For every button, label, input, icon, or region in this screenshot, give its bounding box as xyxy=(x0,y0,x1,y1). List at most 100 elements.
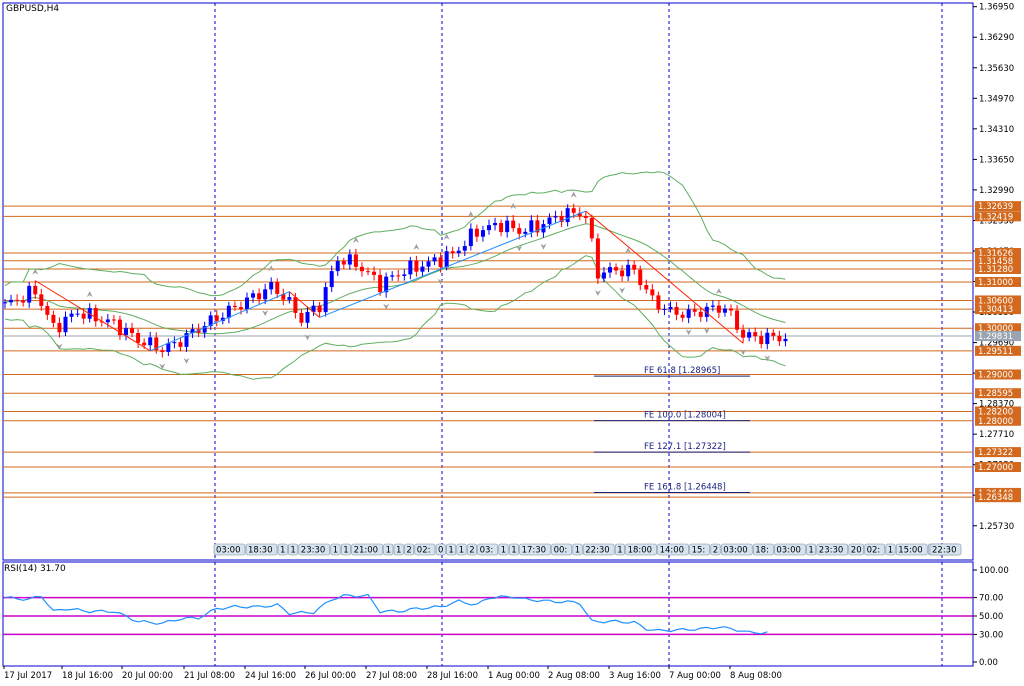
candle-body xyxy=(632,264,637,270)
fractal-down-icon xyxy=(740,349,747,356)
candle-body xyxy=(668,306,673,310)
candle-body xyxy=(202,326,207,333)
session-box xyxy=(864,543,886,556)
candle-body xyxy=(722,308,727,313)
candle-body xyxy=(111,319,116,321)
session-label: 22:30 xyxy=(932,546,957,556)
candle-body xyxy=(269,282,274,290)
candle-body xyxy=(480,230,485,237)
session-label: 21:00 xyxy=(354,546,379,556)
candle-body xyxy=(45,305,50,315)
time-tick-label: 21 Jul 08:00 xyxy=(184,671,235,681)
candle-body xyxy=(644,285,649,290)
candle xyxy=(21,295,26,307)
candle-body xyxy=(329,271,334,288)
candle xyxy=(480,225,485,242)
candle xyxy=(716,300,721,319)
sr-level-tag xyxy=(975,415,1021,426)
candle xyxy=(535,214,540,237)
chart-title: GBPUSD,H4 xyxy=(6,4,60,14)
candle xyxy=(154,332,159,354)
price-tick-label: 1.34970 xyxy=(979,94,1014,104)
candle-body xyxy=(154,337,159,351)
candle-body xyxy=(638,269,643,286)
current-price-label: 1.29831 xyxy=(978,332,1013,342)
candle xyxy=(335,256,340,277)
candle xyxy=(263,283,268,305)
candle-body xyxy=(765,332,770,345)
price-tick-label: 1.35630 xyxy=(979,64,1014,74)
sr-level-tag xyxy=(975,304,1021,315)
candle xyxy=(57,317,62,338)
session-label: 03:00 xyxy=(776,546,801,556)
candle-body xyxy=(680,314,685,318)
fractal-down-icon xyxy=(703,327,710,334)
fibo-label: FE 127.1 [1.27322] xyxy=(644,442,726,452)
price-tick-label: 1.32990 xyxy=(979,186,1014,196)
sr-level-label: 1.31000 xyxy=(978,278,1013,288)
candle-body xyxy=(577,212,582,217)
candle-body xyxy=(232,305,237,308)
zigzag-segment xyxy=(319,210,586,318)
candle-body xyxy=(462,246,467,251)
candle-body xyxy=(626,264,631,277)
candle xyxy=(281,288,286,306)
candle-body xyxy=(69,313,74,317)
candle xyxy=(402,269,407,281)
candle-body xyxy=(299,312,304,323)
sr-level-tag xyxy=(975,345,1021,356)
fractal-up-icon xyxy=(268,265,275,272)
session-label: 1 xyxy=(343,546,348,556)
candle xyxy=(656,291,661,314)
sr-level-tag xyxy=(975,388,1021,399)
session-label: 15:00 xyxy=(898,546,923,556)
candle xyxy=(275,278,280,299)
time-tick-label: 17 Jul 2017 xyxy=(4,671,52,681)
candle xyxy=(553,210,558,223)
sr-level-tag xyxy=(975,211,1021,222)
candle-body xyxy=(523,231,528,234)
candle-body xyxy=(468,228,473,247)
candle-body xyxy=(323,287,328,313)
session-label: 2 xyxy=(713,546,718,556)
price-tick-label: 1.36950 xyxy=(979,3,1014,13)
candle-body xyxy=(238,307,243,310)
candle xyxy=(759,330,764,349)
candle xyxy=(771,329,776,341)
session-box xyxy=(806,543,817,556)
current-price-tag xyxy=(975,331,1021,342)
candle xyxy=(601,266,606,283)
sr-level-label: 1.29511 xyxy=(978,347,1013,357)
candle xyxy=(565,204,570,227)
candle xyxy=(777,330,782,347)
candle xyxy=(202,321,207,338)
sr-level-label: 1.28595 xyxy=(978,389,1013,399)
price-tick-label: 1.29690 xyxy=(979,339,1014,349)
candle xyxy=(674,301,679,321)
candle-body xyxy=(148,337,153,346)
session-box xyxy=(508,543,519,556)
candle-body xyxy=(33,285,38,295)
candle-body xyxy=(27,285,32,303)
fractal-up-icon xyxy=(570,191,577,198)
candle-body xyxy=(384,276,389,293)
candle-body xyxy=(57,322,62,333)
candle-body xyxy=(353,254,358,267)
candle-body xyxy=(251,293,256,298)
candle-body xyxy=(335,261,340,272)
candle-body xyxy=(729,308,733,311)
session-label: 02: xyxy=(867,546,881,556)
candle xyxy=(517,223,522,240)
candle xyxy=(220,312,225,325)
candle xyxy=(93,304,98,327)
candle-body xyxy=(130,328,135,334)
candle xyxy=(396,269,401,282)
candle-body xyxy=(529,220,534,232)
candle-body xyxy=(196,329,201,333)
candle-body xyxy=(747,332,752,338)
candle xyxy=(614,263,619,275)
sr-level-label: 1.28200 xyxy=(978,407,1013,417)
candle xyxy=(214,310,219,327)
